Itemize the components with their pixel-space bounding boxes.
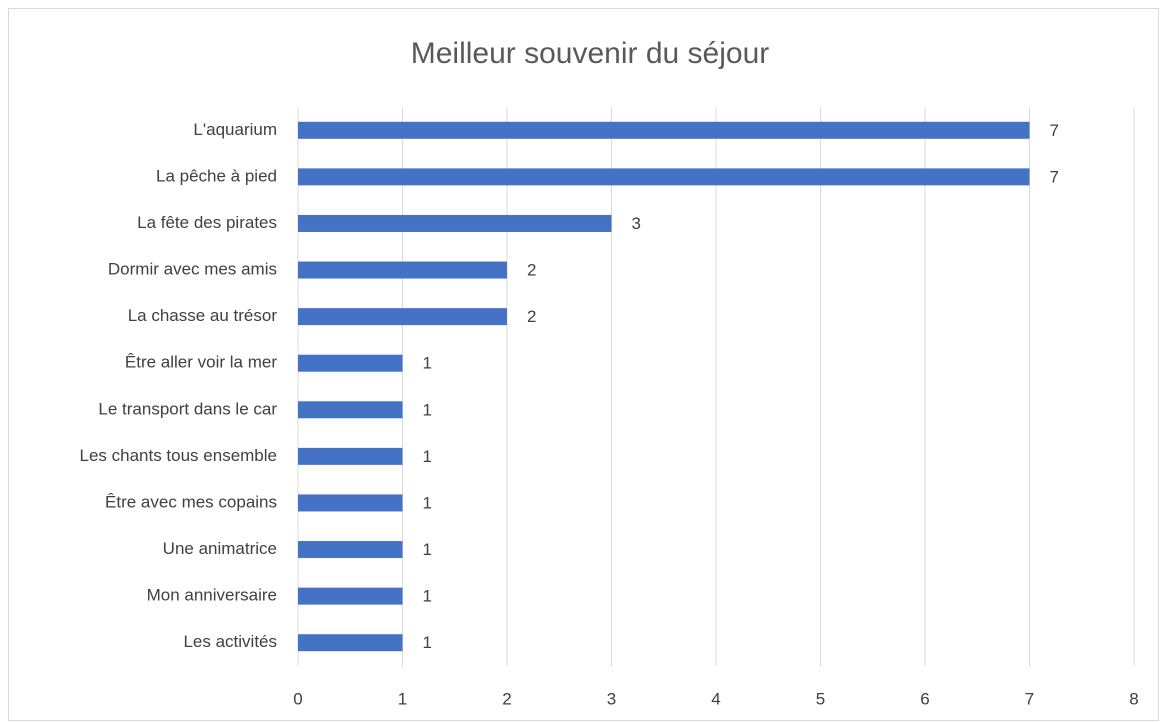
bar <box>298 121 1030 139</box>
bar <box>298 541 403 559</box>
x-tick-label: 0 <box>293 689 302 708</box>
bar <box>298 401 403 419</box>
data-label: 1 <box>423 400 432 419</box>
bar <box>298 634 403 652</box>
y-tick-label: Le transport dans le car <box>98 399 277 418</box>
y-tick-label: Les chants tous ensemble <box>79 446 277 465</box>
y-tick-label: Mon anniversaire <box>147 586 277 605</box>
y-tick-label: La pêche à pied <box>156 166 277 185</box>
data-label: 1 <box>423 587 432 606</box>
data-label: 1 <box>423 493 432 512</box>
y-tick-label: Les activités <box>183 632 277 651</box>
data-label: 1 <box>423 354 432 373</box>
x-tick-label: 5 <box>816 689 825 708</box>
y-tick-label: Être aller voir la mer <box>125 353 277 372</box>
data-label: 1 <box>423 633 432 652</box>
bar <box>298 494 403 512</box>
data-label: 1 <box>423 540 432 559</box>
bar <box>298 308 507 326</box>
y-tick-label: La fête des pirates <box>137 213 277 232</box>
x-tick-label: 6 <box>920 689 929 708</box>
chart-title: Meilleur souvenir du séjour <box>411 37 770 70</box>
x-tick-label: 4 <box>711 689 720 708</box>
bar <box>298 354 403 372</box>
y-tick-label: Être avec mes copains <box>105 492 277 511</box>
x-tick-label: 3 <box>607 689 616 708</box>
bar <box>298 447 403 465</box>
y-tick-label: La chasse au trésor <box>128 306 278 325</box>
bar <box>298 261 507 279</box>
bar <box>298 168 1030 186</box>
data-label: 1 <box>423 447 432 466</box>
y-tick-label: Dormir avec mes amis <box>108 260 277 279</box>
x-tick-label: 1 <box>398 689 407 708</box>
data-label: 7 <box>1050 167 1059 186</box>
data-label: 2 <box>527 261 536 280</box>
data-label: 3 <box>632 214 641 233</box>
bar <box>298 587 403 605</box>
bar <box>298 214 612 232</box>
data-label: 7 <box>1050 121 1059 140</box>
x-tick-label: 2 <box>502 689 511 708</box>
x-tick-label: 7 <box>1025 689 1034 708</box>
y-tick-label: L'aquarium <box>193 120 277 139</box>
y-tick-label: Une animatrice <box>163 539 277 558</box>
x-tick-label: 8 <box>1129 689 1138 708</box>
data-label: 2 <box>527 307 536 326</box>
